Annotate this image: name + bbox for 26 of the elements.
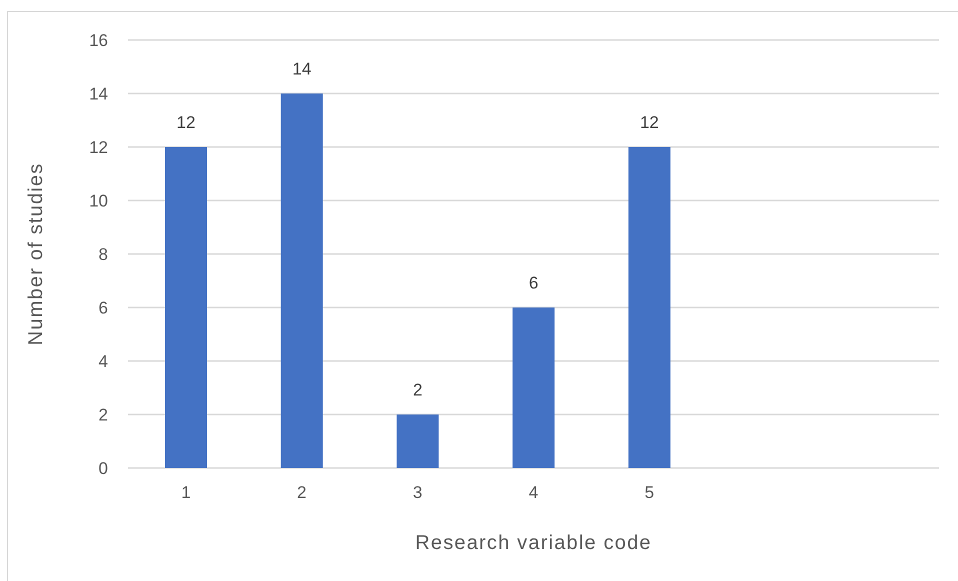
data-label: 6 — [528, 274, 538, 292]
x-tick-label: 3 — [412, 483, 422, 502]
data-label: 2 — [412, 380, 422, 400]
y-tick-label: 0 — [98, 459, 108, 478]
y-tick-label: 14 — [89, 84, 108, 104]
bar — [280, 94, 323, 468]
bar — [396, 414, 439, 468]
data-label: 12 — [640, 113, 659, 132]
bar — [628, 147, 670, 468]
x-tick-label: 2 — [297, 483, 307, 502]
bar — [165, 147, 207, 468]
y-tick-label: 16 — [89, 31, 108, 50]
data-label: 12 — [176, 113, 196, 132]
bar — [512, 308, 555, 468]
data-label: 14 — [292, 60, 312, 78]
y-axis-title: Number of studies — [25, 162, 48, 346]
x-tick-label: 4 — [528, 483, 538, 502]
y-tick-label: 6 — [98, 298, 108, 318]
x-tick-label: 1 — [181, 483, 191, 502]
y-tick-label: 12 — [89, 138, 108, 158]
y-tick-label: 2 — [98, 406, 108, 425]
y-tick-label: 8 — [98, 245, 108, 264]
x-axis-title: Research variable code — [415, 532, 652, 554]
y-tick-label: 4 — [98, 352, 108, 372]
y-tick-label: 10 — [89, 192, 108, 211]
x-tick-label: 5 — [644, 483, 654, 502]
